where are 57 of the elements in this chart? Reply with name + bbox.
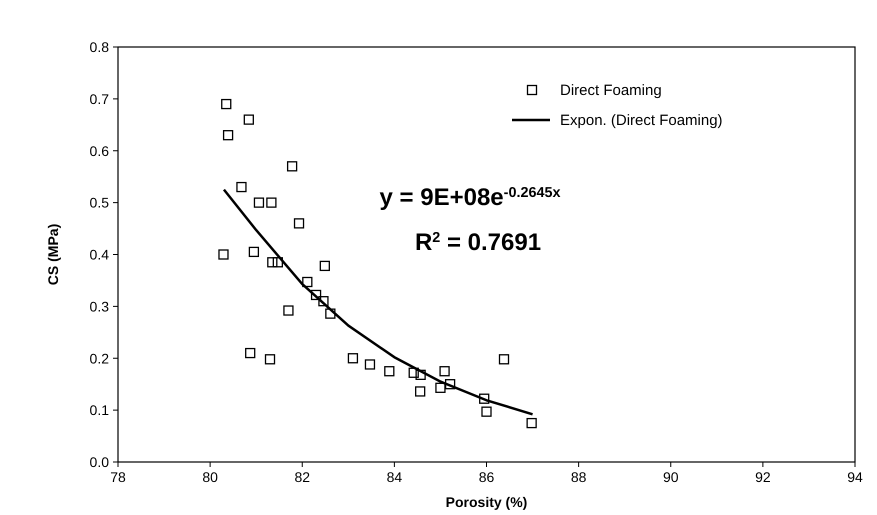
point: [294, 218, 304, 229]
point: [320, 260, 330, 272]
point: [266, 197, 277, 208]
point: [283, 305, 294, 316]
legend-label: Direct Foaming: [560, 82, 662, 99]
y-tick-label: 0.0: [90, 454, 110, 470]
point: [439, 366, 450, 376]
y-tick-label: 0.1: [90, 402, 110, 418]
point: [318, 296, 329, 306]
x-tick-label: 86: [478, 469, 494, 485]
point: [248, 246, 260, 258]
point: [236, 182, 247, 192]
x-tick-label: 80: [202, 469, 218, 485]
point: [415, 370, 426, 380]
x-tick-label: 78: [110, 469, 126, 485]
y-tick-label: 0.4: [90, 246, 110, 262]
y-tick-label: 0.8: [90, 39, 110, 55]
point: [245, 348, 256, 358]
annotation: R$^{2}$ = 0.7691: [414, 229, 542, 256]
point: [384, 366, 394, 376]
annotation: y = 9E+08e$^{-0.2645x}$: [380, 184, 560, 211]
point: [218, 249, 229, 260]
point: [286, 161, 298, 172]
y-tick-label: 0.6: [90, 142, 110, 159]
point: [244, 114, 254, 125]
y-axis-title: CS (MPa): [45, 224, 61, 286]
x-axis-title: Porosity (%): [446, 494, 528, 510]
point: [479, 394, 490, 404]
point: [435, 382, 446, 393]
point: [415, 386, 426, 397]
x-tick-label: 90: [662, 469, 679, 485]
point: [408, 368, 419, 378]
x-tick-label: 94: [847, 469, 863, 485]
point: [264, 354, 276, 364]
point: [254, 197, 264, 208]
point: [364, 359, 376, 370]
legend-label: Expon. (Direct Foaming): [560, 112, 723, 129]
point: [222, 130, 234, 140]
point: [267, 257, 278, 268]
point: [348, 353, 358, 364]
point: [302, 276, 312, 288]
x-tick-label: 92: [755, 469, 771, 485]
point: [325, 308, 336, 319]
y-tick-label: 0.3: [90, 298, 110, 314]
point: [272, 257, 283, 268]
point: [498, 354, 510, 364]
point: [221, 98, 232, 110]
x-tick-label: 82: [294, 469, 310, 485]
point: [481, 406, 492, 417]
y-tick-label: 0.7: [90, 90, 110, 107]
point: [310, 290, 322, 300]
x-tick-label: 88: [570, 469, 587, 485]
point: [444, 379, 456, 390]
x-tick-label: 84: [386, 469, 402, 485]
y-tick-label: 0.5: [90, 194, 110, 211]
y-tick-label: 0.2: [90, 350, 110, 366]
point: [526, 418, 537, 428]
